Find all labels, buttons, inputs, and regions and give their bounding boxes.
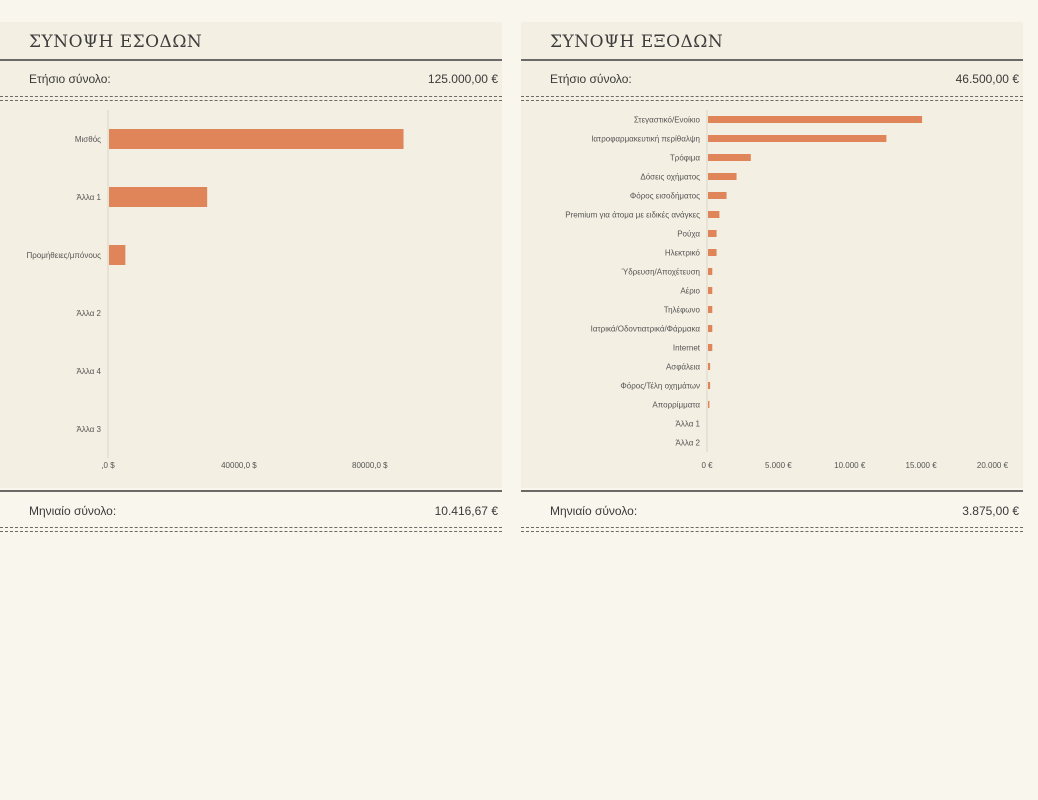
title-rule xyxy=(0,59,502,61)
category-label: Άλλα 4 xyxy=(76,367,101,376)
category-label: Ηλεκτρικό xyxy=(665,249,701,258)
bar xyxy=(708,192,727,199)
footer-rule xyxy=(521,490,1023,492)
bar xyxy=(109,245,126,265)
x-tick-label: 10.000 € xyxy=(834,461,866,470)
category-label: Αέριο xyxy=(680,287,700,296)
category-label: Μισθός xyxy=(75,135,101,144)
income-chart: Μισθός Άλλα 1 Προμήθειες/μπόνους Άλλα 2 Άλλα… xyxy=(0,110,502,485)
expense-chart: Στεγαστικό/Ενοίκιο Ιατροφαρμακευτική περί… xyxy=(521,110,1023,485)
bar xyxy=(708,173,737,180)
expense-summary-panel: ΣΥΝΟΨΗ ΕΞΟΔΩΝ Ετήσιο σύνολο: 46.500,00 €… xyxy=(521,22,1023,532)
category-label: Απορρίμματα xyxy=(652,401,700,410)
income-annual-value: 125.000,00 € xyxy=(427,72,498,86)
bar xyxy=(708,249,717,256)
expense-footer: Μηνιαίο σύνολο: 3.875,00 € xyxy=(521,488,1023,532)
category-label: Προμήθειες/μπόνους xyxy=(26,251,101,260)
bar xyxy=(708,211,720,218)
category-label: Ύδρευση/Αποχέτευση xyxy=(621,268,700,277)
x-tick-label: 0 € xyxy=(701,461,713,470)
expense-annual-value: 46.500,00 € xyxy=(955,72,1019,86)
category-label: Στεγαστικό/Ενοίκιο xyxy=(634,116,701,125)
x-tick-label: 5.000 € xyxy=(765,461,792,470)
monthly-rule xyxy=(521,527,1023,532)
x-tick-label: 80000,0 $ xyxy=(352,461,388,470)
income-bar-chart: Μισθός Άλλα 1 Προμήθειες/μπόνους Άλλα 2 Άλλα… xyxy=(26,110,404,470)
category-label: Ιατρικά/Οδοντιατρικά/Φάρμακα xyxy=(591,325,701,334)
x-tick-label: ,0 $ xyxy=(101,461,115,470)
category-label: Άλλα 2 xyxy=(675,439,700,448)
category-label: Internet xyxy=(673,344,701,353)
expense-title: ΣΥΝΟΨΗ ΕΞΟΔΩΝ xyxy=(550,32,724,52)
title-rule xyxy=(521,59,1023,61)
category-label: Ρούχα xyxy=(677,230,700,239)
annual-rule xyxy=(521,96,1023,101)
income-footer: Μηνιαίο σύνολο: 10.416,67 € xyxy=(0,488,502,532)
bar xyxy=(708,116,923,123)
category-label: Τρόφιμα xyxy=(670,154,700,163)
annual-rule xyxy=(0,96,502,101)
category-label: Τηλέφωνο xyxy=(664,306,701,315)
category-label: Άλλα 2 xyxy=(76,309,101,318)
bar xyxy=(708,325,713,332)
bar xyxy=(708,268,713,275)
bar xyxy=(708,382,711,389)
x-tick-label: 20.000 € xyxy=(977,461,1009,470)
income-annual-label: Ετήσιο σύνολο: xyxy=(29,72,111,86)
expense-annual-label: Ετήσιο σύνολο: xyxy=(550,72,632,86)
expense-monthly-label: Μηνιαίο σύνολο: xyxy=(550,504,638,518)
bar xyxy=(109,129,404,149)
category-label: Δόσεις οχήματος xyxy=(640,173,700,182)
expense-monthly-value: 3.875,00 € xyxy=(962,504,1019,518)
x-tick-label: 40000,0 $ xyxy=(221,461,257,470)
x-tick-label: 15.000 € xyxy=(906,461,938,470)
bar xyxy=(708,287,713,294)
category-label: Φόρος εισοδήματος xyxy=(630,192,700,201)
income-summary-panel: ΣΥΝΟΨΗ ΕΣΟΔΩΝ Ετήσιο σύνολο: 125.000,00 … xyxy=(0,22,502,532)
bar xyxy=(708,135,887,142)
category-label: Ασφάλεια xyxy=(666,363,700,372)
category-label: Άλλα 1 xyxy=(675,420,700,429)
bar xyxy=(708,344,713,351)
income-title: ΣΥΝΟΨΗ ΕΣΟΔΩΝ xyxy=(29,32,203,52)
category-label: Premium για άτομα με ειδικές ανάγκες xyxy=(565,211,700,220)
income-monthly-label: Μηνιαίο σύνολο: xyxy=(29,504,117,518)
category-label: Άλλα 1 xyxy=(76,193,101,202)
category-label: Άλλα 3 xyxy=(76,425,101,434)
category-label: Ιατροφαρμακευτική περίθαλψη xyxy=(591,135,700,144)
expense-bar-chart: Στεγαστικό/Ενοίκιο Ιατροφαρμακευτική περί… xyxy=(565,110,1009,470)
bar xyxy=(109,187,208,207)
bar xyxy=(708,363,711,370)
bar xyxy=(708,230,717,237)
footer-rule xyxy=(0,490,502,492)
category-label: Φόρος/Τέλη οχημάτων xyxy=(620,382,700,391)
monthly-rule xyxy=(0,527,502,532)
bar xyxy=(708,401,710,408)
income-monthly-value: 10.416,67 € xyxy=(434,504,498,518)
bar xyxy=(708,306,713,313)
bar xyxy=(708,154,751,161)
